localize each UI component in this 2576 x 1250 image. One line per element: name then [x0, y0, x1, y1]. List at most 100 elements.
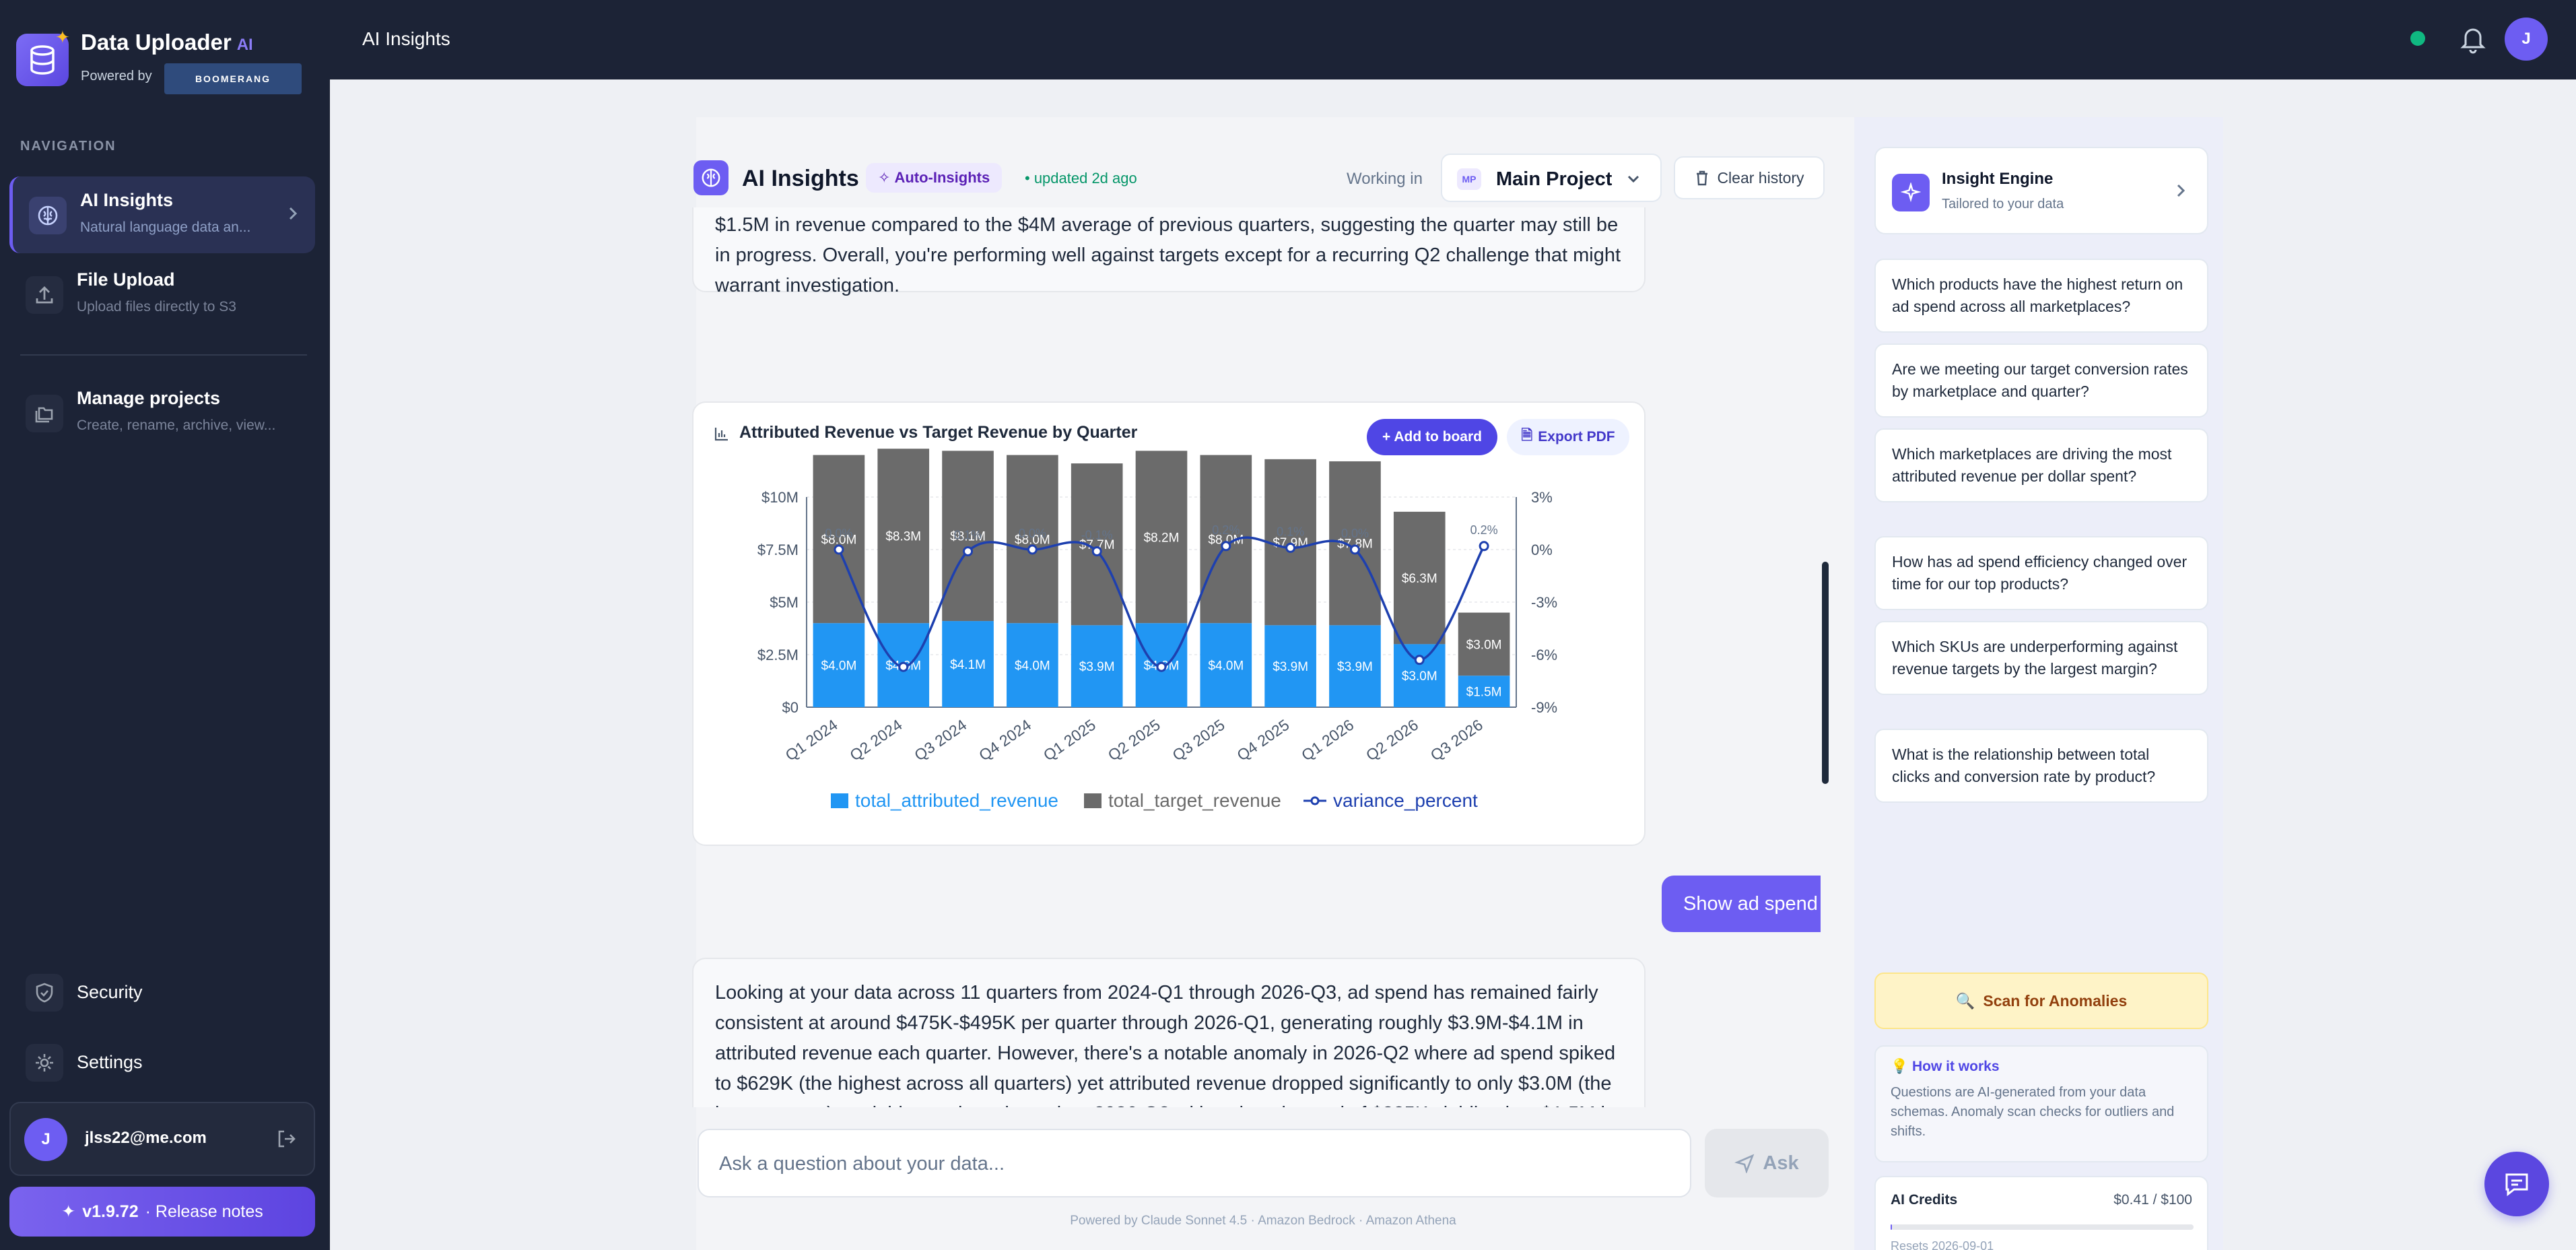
sidebar-item-ai-insights[interactable]: AI Insights Natural language data an...: [9, 176, 315, 253]
variance-point: [834, 544, 844, 555]
sidebar-item-label: Security: [77, 982, 143, 1002]
suggested-question[interactable]: Are we meeting our target conversion rat…: [1874, 343, 2208, 418]
bar-target: [1071, 463, 1123, 626]
bar-attributed: [1458, 676, 1510, 707]
y-tick-label: $2.5M: [757, 647, 799, 663]
status-indicator: [2410, 31, 2425, 46]
project-name: Main Project: [1496, 168, 1613, 190]
folders-icon: [26, 395, 63, 432]
how-it-works-box: 💡 How it works Questions are AI-generate…: [1874, 1045, 2208, 1162]
sidebar-item-sub: Natural language data an...: [80, 220, 251, 235]
logout-icon[interactable]: [275, 1127, 298, 1150]
auto-insights-badge[interactable]: ✧ Auto-Insights: [866, 163, 1003, 193]
project-selector[interactable]: MP Main Project: [1441, 154, 1662, 202]
suggested-question[interactable]: Which products have the highest return o…: [1874, 259, 2208, 333]
bar-attributed: [1007, 623, 1058, 707]
message-list: $1.5M in revenue compared to the $4M ave…: [689, 207, 1821, 1107]
sidebar-item-file-upload[interactable]: File Upload Upload files directly to S3: [9, 256, 315, 333]
suggested-question[interactable]: What is the relationship between total c…: [1874, 729, 2208, 803]
scrollbar[interactable]: [1822, 562, 1829, 784]
data-label: $3.9M: [1273, 660, 1308, 674]
sidebar-item-sub: Create, rename, archive, view...: [77, 418, 276, 433]
nav-heading: NAVIGATION: [20, 139, 116, 154]
variance-point: [1414, 655, 1425, 665]
database-icon: [16, 34, 69, 86]
data-label: $4.1M: [950, 658, 986, 672]
data-label: $8.2M: [1144, 531, 1180, 545]
magnifier-icon: 🔍: [1955, 991, 1975, 1010]
data-label: $4.0M: [821, 659, 857, 673]
sidebar-item-label: AI Insights: [80, 190, 174, 210]
gear-icon: [26, 1044, 63, 1082]
data-label: $8.0M: [1208, 533, 1244, 547]
release-notes-button[interactable]: ✦ v1.9.72 · Release notes: [9, 1187, 315, 1237]
legend-swatch: [1084, 793, 1101, 808]
scan-anomalies-button[interactable]: 🔍 Scan for Anomalies: [1874, 973, 2208, 1029]
bar-target: [813, 455, 865, 624]
variance-point: [1285, 542, 1296, 553]
bar-attributed: [813, 623, 865, 707]
variance-point: [1349, 544, 1360, 555]
data-label: $7.7M: [1079, 538, 1115, 552]
auto-insights-label: Auto-Insights: [894, 169, 990, 186]
powered-by-label: Powered by: [81, 69, 152, 84]
data-label: $8.0M: [1015, 533, 1050, 547]
user-profile[interactable]: J jlss22@me.com: [9, 1102, 315, 1176]
app-title: Data Uploader AI: [81, 30, 253, 55]
upload-icon: [26, 276, 63, 314]
chat-fab-button[interactable]: [2484, 1152, 2549, 1216]
export-pdf-button[interactable]: 🗎 Export PDF: [1507, 419, 1629, 455]
data-label: $8.3M: [885, 530, 921, 544]
sparkle-icon: [1892, 174, 1930, 211]
sidebar-item-security[interactable]: Security: [9, 966, 315, 1020]
variance-point: [1091, 546, 1102, 557]
x-tick-label: Q3 2026: [1427, 716, 1486, 764]
suggested-question[interactable]: Which SKUs are underperforming against r…: [1874, 621, 2208, 695]
how-it-works-title[interactable]: 💡 How it works: [1891, 1059, 2192, 1075]
engine-title: Insight Engine: [1942, 170, 2054, 188]
user-email: jlss22@me.com: [85, 1129, 207, 1147]
bar-target: [942, 451, 994, 622]
suggested-question[interactable]: Which marketplaces are driving the most …: [1874, 428, 2208, 502]
bar-target: [1200, 455, 1252, 624]
clear-history-label: Clear history: [1717, 168, 1804, 187]
data-label: $1.5M: [1466, 686, 1502, 700]
release-notes-label: · Release notes: [145, 1202, 263, 1221]
question-input[interactable]: [719, 1150, 1662, 1177]
sidebar-item-manage-projects[interactable]: Manage projects Create, rename, archive,…: [9, 374, 315, 451]
bell-icon[interactable]: [2459, 24, 2487, 54]
shield-icon: [26, 974, 63, 1012]
ask-button[interactable]: Ask: [1705, 1129, 1829, 1197]
add-to-board-button[interactable]: + Add to board: [1367, 419, 1497, 455]
partner-logo: BOOMERANG: [164, 63, 302, 94]
y-tick-label: $10M: [761, 489, 799, 506]
sparkle-icon: ✧: [878, 169, 891, 186]
variance-point: [963, 546, 974, 557]
bar-target: [1458, 612, 1510, 676]
credits-progress-bar: [1891, 1224, 2194, 1230]
variance-point: [898, 661, 909, 672]
document-icon: 🗎: [1521, 427, 1533, 443]
insight-engine-card[interactable]: Insight Engine Tailored to your data: [1874, 147, 2208, 234]
variance-point: [1221, 541, 1231, 552]
sidebar-item-settings[interactable]: Settings: [9, 1036, 315, 1090]
avatar[interactable]: J: [2505, 18, 2548, 61]
export-pdf-label: Export PDF: [1538, 429, 1615, 445]
variance-point: [1479, 541, 1489, 552]
suggested-question[interactable]: How has ad spend efficiency changed over…: [1874, 536, 2208, 610]
y2-tick-label: -6%: [1531, 647, 1557, 663]
question-input-box[interactable]: [698, 1129, 1691, 1197]
chevron-right-icon: [289, 207, 298, 220]
nav-divider: [20, 354, 307, 356]
legend-swatch: [1310, 796, 1320, 805]
clear-history-button[interactable]: Clear history: [1674, 156, 1825, 199]
data-label: $3.0M: [1402, 669, 1437, 684]
engine-subtitle: Tailored to your data: [1942, 197, 2064, 211]
x-tick-label: Q2 2025: [1105, 716, 1163, 764]
sparkle-icon: ✦: [61, 1202, 76, 1221]
y2-tick-label: -3%: [1531, 594, 1557, 611]
insights-sidebar: Insight Engine Tailored to your data Whi…: [1854, 117, 2223, 1250]
x-tick-label: Q2 2024: [846, 716, 905, 764]
brand: ✦ Data Uploader AI Powered by BOOMERANG: [16, 27, 312, 97]
user-message: Show ad spend and attributed revenue by …: [1662, 876, 1821, 932]
